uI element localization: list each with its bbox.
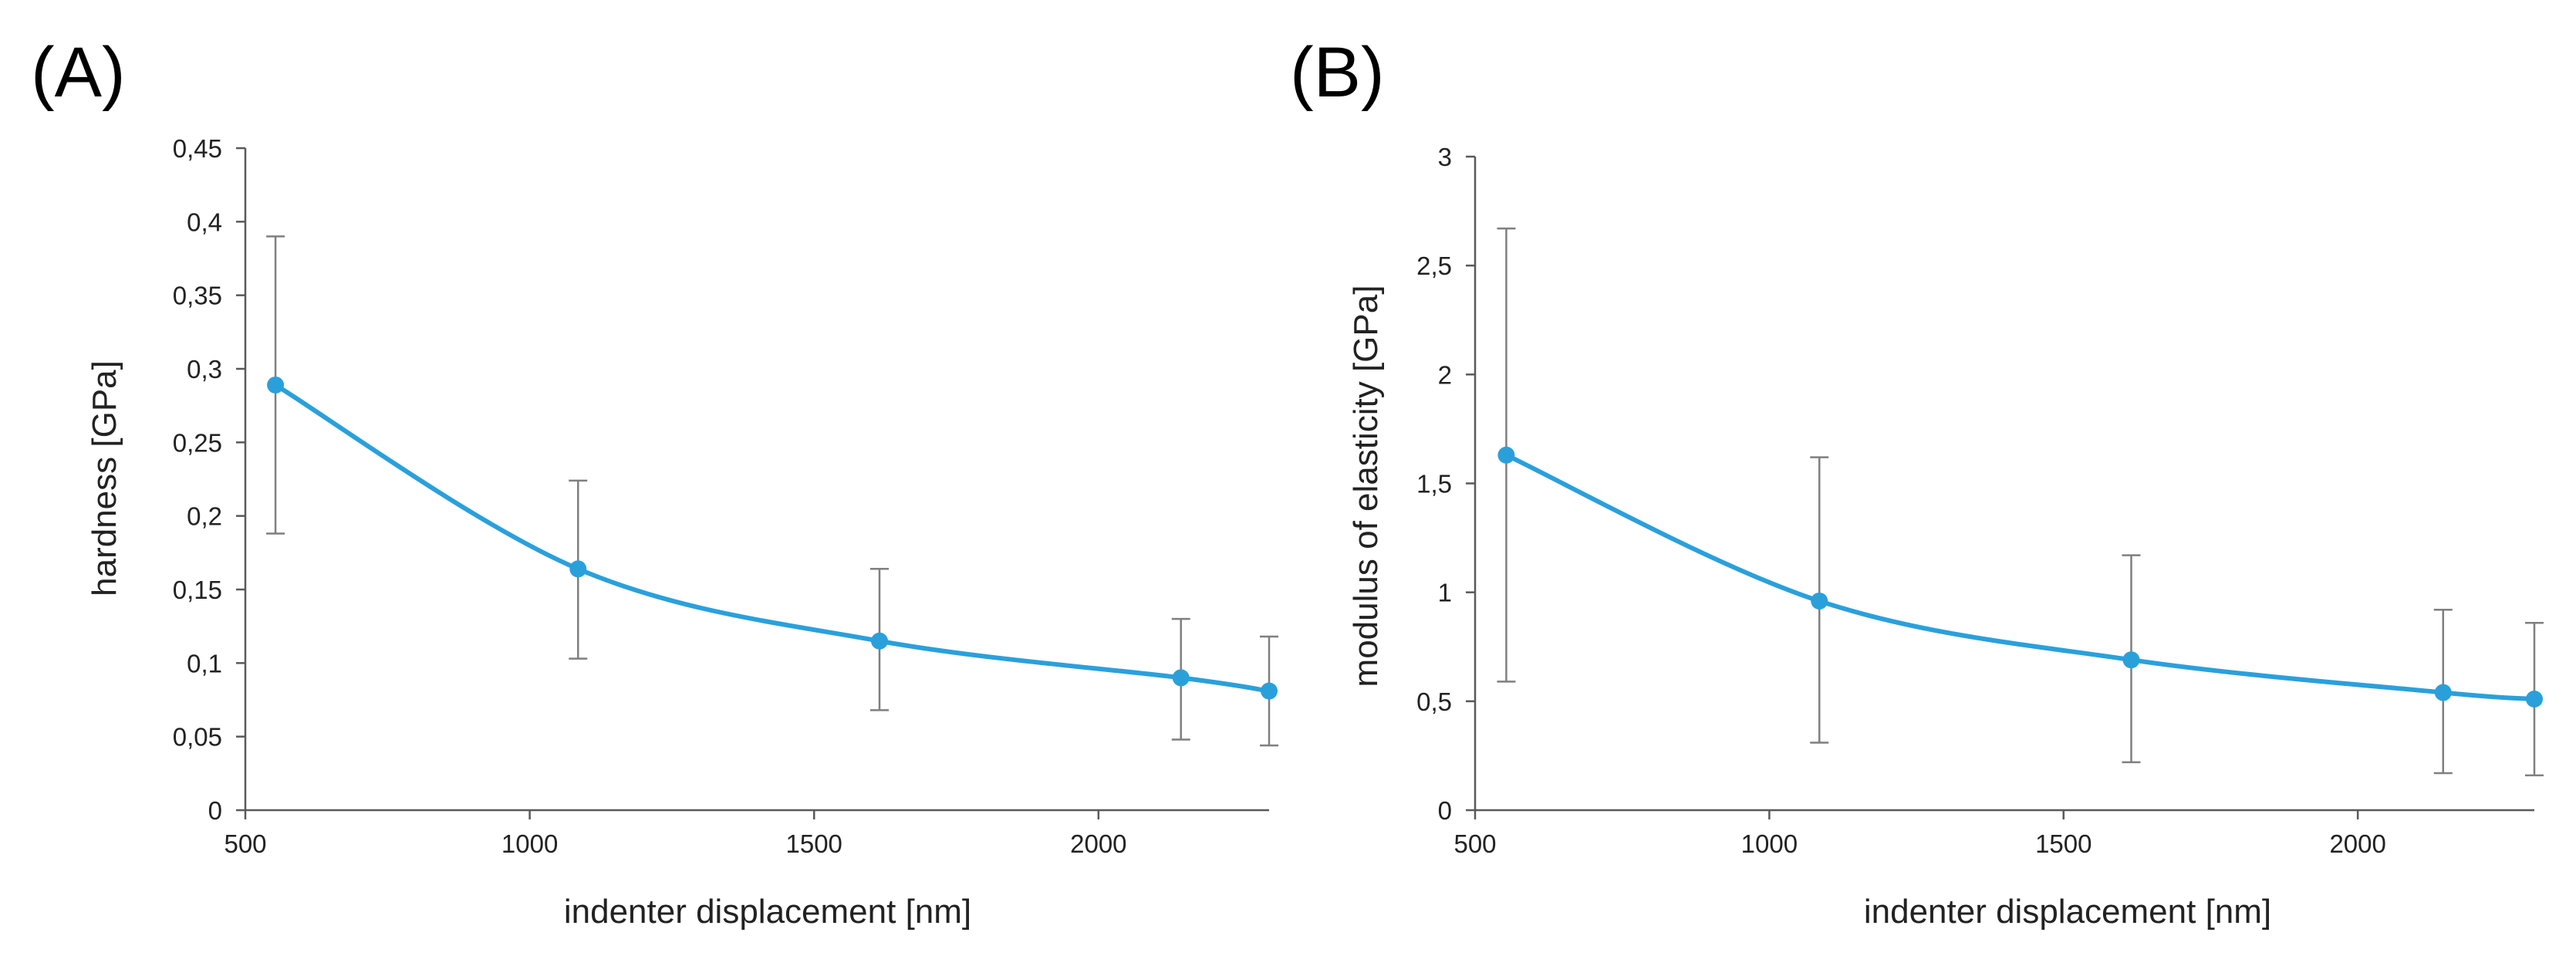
panel-a-ytick-label: 0,45 bbox=[173, 134, 222, 163]
panel-b-xtick-label: 1500 bbox=[2035, 829, 2092, 858]
panel-b-label: (B) bbox=[1290, 33, 1385, 112]
panel-b-ticks: 0 0,5 1 1,5 2 2,5 3 500 1000 1500 2000 bbox=[1416, 143, 2386, 858]
panel-b-ytick-label: 1,5 bbox=[1416, 470, 1452, 498]
panel-a-xtick-label: 2000 bbox=[1070, 829, 1126, 858]
panel-a-ytick-label: 0,15 bbox=[173, 576, 222, 604]
panel-a-data-point bbox=[1261, 682, 1278, 700]
panel-b-xtick-label: 2000 bbox=[2329, 829, 2385, 858]
panel-b-ytick-label: 1 bbox=[1438, 579, 1452, 607]
panel-a-ytick-label: 0,3 bbox=[187, 355, 222, 383]
panel-a-xtick-label: 500 bbox=[224, 829, 266, 858]
panel-a-ticks: 0 0,05 0,1 0,15 0,2 0,25 0,3 0,35 0,4 0,45 500 1000… bbox=[173, 134, 1127, 858]
panel-a-ytick-label: 0,2 bbox=[187, 502, 222, 531]
panel-b-xlabel: indenter displacement [nm] bbox=[1864, 893, 2271, 931]
panel-a-data-point bbox=[569, 560, 587, 578]
panel-b-data-point bbox=[2122, 651, 2140, 669]
panel-b: (B) modulus of elasticity [GPa] indenter… bbox=[1290, 33, 2544, 931]
panel-a-xtick-label: 1500 bbox=[786, 829, 842, 858]
panel-a-ytick-label: 0,05 bbox=[173, 723, 222, 752]
panel-b-data-point bbox=[2526, 691, 2543, 708]
panel-a-series-line bbox=[274, 383, 1270, 694]
panel-a-ytick-label: 0 bbox=[208, 796, 222, 825]
panel-b-xtick-label: 500 bbox=[1453, 829, 1496, 858]
panel-a-ytick-label: 0,25 bbox=[173, 428, 222, 457]
panel-a-ytick-label: 0,35 bbox=[173, 282, 222, 310]
panel-a-ytick-label: 0,1 bbox=[187, 649, 222, 677]
panel-a-data-point bbox=[267, 376, 285, 394]
panel-a-label: (A) bbox=[31, 33, 126, 112]
panel-b-data-point bbox=[2434, 684, 2452, 701]
panel-a-marks bbox=[266, 235, 1278, 747]
panel-b-data-point bbox=[1811, 592, 1828, 610]
panel-b-ytick-label: 0 bbox=[1438, 796, 1452, 825]
panel-b-xtick-label: 1000 bbox=[1741, 829, 1798, 858]
panel-a-ylabel: hardness [GPa] bbox=[86, 360, 123, 596]
panel-b-ytick-label: 3 bbox=[1438, 143, 1452, 171]
panel-a-data-point bbox=[1172, 669, 1190, 687]
panel-b-marks bbox=[1497, 227, 2544, 777]
panel-a-xtick-label: 1000 bbox=[501, 829, 558, 858]
panel-a: (A) hardness [GPa] indenter displacement… bbox=[31, 33, 1278, 931]
panel-b-ylabel: modulus of elasticity [GPa] bbox=[1347, 285, 1385, 687]
panel-a-ytick-label: 0,4 bbox=[187, 208, 222, 236]
panel-b-axes bbox=[1474, 157, 2534, 812]
panel-b-ytick-label: 2,5 bbox=[1416, 252, 1452, 280]
panel-a-axes bbox=[244, 148, 1269, 812]
panel-b-data-point bbox=[1497, 446, 1515, 464]
panel-a-data-point bbox=[871, 632, 889, 650]
panel-b-ytick-label: 0,5 bbox=[1416, 687, 1452, 716]
panel-a-xlabel: indenter displacement [nm] bbox=[564, 893, 971, 931]
panel-b-ytick-label: 2 bbox=[1438, 360, 1452, 389]
panel-b-series-line bbox=[1505, 453, 2535, 702]
